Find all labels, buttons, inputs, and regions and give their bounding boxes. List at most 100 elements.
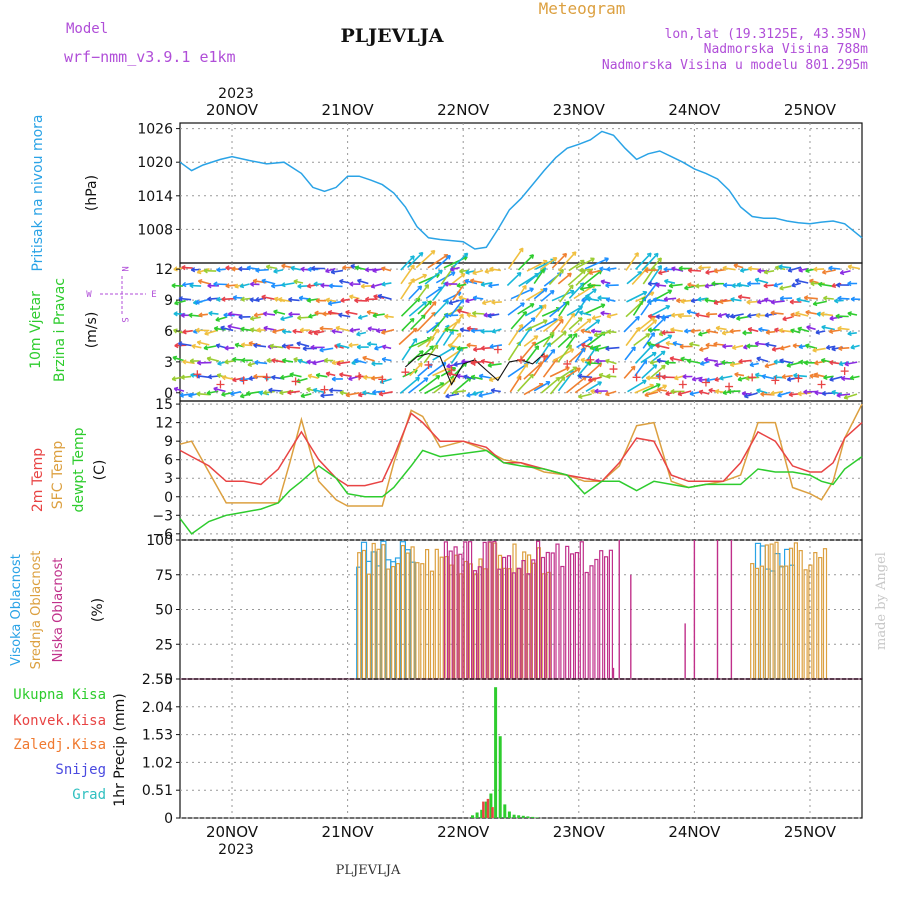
wind-arrowhead [273, 268, 278, 274]
wind-arrowhead [664, 278, 669, 285]
precip-bar [521, 815, 525, 818]
wind-arrow [525, 319, 548, 332]
wind-arrowhead [331, 376, 336, 382]
wind-arrowhead [773, 282, 778, 288]
wind-arrowhead [253, 342, 258, 349]
wind-arrow [594, 331, 608, 337]
wind-gust-point [840, 367, 849, 376]
wind-arrowhead [684, 285, 689, 291]
wind-arrowhead [438, 269, 443, 275]
wind-arrowhead [357, 314, 363, 320]
wind-arrowhead [646, 252, 652, 258]
cloud-bar [425, 548, 430, 680]
wind-arrow [329, 389, 343, 392]
wind-arrowhead [569, 289, 575, 295]
wind-arrow [517, 254, 534, 271]
wind-arrowhead [469, 278, 475, 284]
wind-arrow [583, 303, 606, 315]
wind-arrow [625, 252, 639, 271]
wind-arrowhead [348, 342, 353, 348]
wind-arrowhead [676, 297, 681, 304]
wind-arrow [228, 313, 243, 317]
mid-cloud-label: Srednja Oblacnost [29, 551, 44, 670]
wind-arrow [286, 346, 301, 349]
wind-arrowhead [258, 390, 264, 396]
temperature-panel: 15 12 9 6 3 0 −3 −6 2m Temp SFC Temp dewpt Temp… [30, 397, 863, 543]
wind-arrow [640, 351, 657, 364]
wind-arrow [652, 298, 667, 302]
wind-arrow [319, 327, 333, 330]
wind-arrow [221, 297, 235, 301]
wind-arrowhead [466, 325, 472, 332]
wind-arrow [382, 358, 392, 362]
wind-arrowhead [647, 313, 653, 320]
wind-arrowhead [248, 340, 253, 347]
wind-arrow [400, 255, 415, 271]
wind-arrowhead [764, 363, 770, 369]
wind-arrowhead [248, 375, 253, 381]
wind-arrowhead [342, 265, 347, 271]
wind-arrow [580, 329, 592, 334]
wind-arrowhead [763, 269, 769, 275]
wind-arrowhead [655, 343, 660, 349]
wind-arrowhead [765, 329, 770, 335]
wind-arrow [557, 333, 573, 348]
wind-arrowhead [281, 328, 287, 335]
wind-arrow [371, 376, 384, 380]
wind-arrow [516, 363, 529, 380]
wind-arrow [399, 376, 420, 395]
wind-arrow [432, 366, 452, 377]
wind-arrowhead [570, 312, 576, 318]
wind-arrowhead [489, 343, 494, 350]
wind-arrowhead [456, 373, 461, 379]
wind-arrowhead [240, 342, 246, 348]
wind-arrow [627, 379, 647, 393]
wind-arrow [215, 316, 228, 321]
wind-arrowhead [714, 361, 719, 368]
wind-arrow [595, 345, 609, 351]
wind-arrow [557, 272, 572, 285]
wind-label-1: 10m Vjetar [28, 291, 44, 369]
wind-arrow [432, 346, 456, 361]
cloud-bar [599, 550, 604, 680]
wind-arrowhead [315, 372, 321, 379]
wind-arrowhead [188, 392, 193, 398]
cloud-bar [608, 549, 614, 680]
wind-arrow [307, 298, 319, 302]
cloud-bar [769, 543, 774, 680]
wind-arrowhead [647, 298, 652, 304]
wind-arrowhead [605, 282, 610, 289]
wind-arrow [606, 267, 617, 271]
wind-arrow [418, 375, 441, 392]
wind-arrowhead [195, 299, 200, 305]
wind-arrowhead [356, 331, 361, 337]
wind-arrowhead [180, 312, 185, 318]
wind-arrowhead [590, 389, 595, 395]
wind-arrow [273, 269, 284, 273]
wind-arrowhead [269, 343, 274, 349]
wind-arrowhead [850, 296, 855, 302]
wind-arrowhead [595, 319, 601, 324]
wind-arrow [581, 343, 592, 348]
wind-arrow [517, 303, 535, 315]
wind-arrow [507, 302, 525, 316]
wind-arrow [320, 393, 334, 397]
wind-arrowhead [180, 374, 185, 380]
wind-arrowhead [179, 392, 184, 398]
wind-arrow [738, 359, 752, 363]
cloud-bar [361, 549, 367, 680]
ytick-label: 0 [164, 811, 173, 827]
wind-arrow [589, 344, 601, 350]
wind-arrowhead [412, 327, 418, 333]
wind-arrowhead [593, 332, 599, 338]
wind-arrow [706, 313, 718, 316]
wind-arrow [573, 318, 592, 334]
wind-arrow [847, 332, 857, 335]
compass-north: N [119, 266, 129, 271]
wind-arrowhead [250, 281, 255, 287]
wind-arrow [282, 359, 294, 363]
wind-arrowhead [847, 280, 852, 287]
wind-arrowhead [327, 300, 333, 306]
wind-arrow [506, 272, 522, 287]
wind-arrow [510, 311, 528, 330]
